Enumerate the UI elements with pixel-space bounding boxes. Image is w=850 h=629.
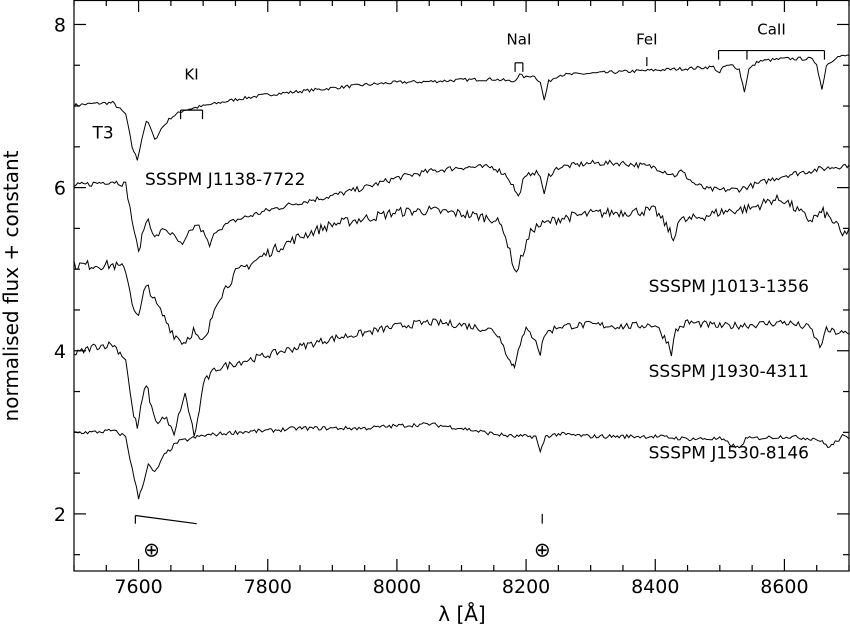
- x-tick-label: 8600: [760, 576, 808, 598]
- line-label: NaI: [507, 30, 532, 48]
- axis-ticks: 7600 7800 8000 8200 8400 8600 2 4 6 8: [54, 0, 850, 598]
- x-tick-label: 8200: [502, 576, 550, 598]
- x-axis-label: λ [Å]: [438, 602, 485, 626]
- spectrum-line: [73, 193, 850, 346]
- y-tick-label: 6: [54, 178, 66, 200]
- y-tick-label: 4: [54, 341, 66, 363]
- x-tick-label: 7800: [244, 576, 292, 598]
- x-tick-label: 8400: [631, 576, 679, 598]
- line-label: CaII: [757, 21, 786, 39]
- telluric-icon: ⊕: [143, 537, 160, 561]
- x-tick-label: 7600: [114, 576, 162, 598]
- series-label: SSSPM J1013-1356: [649, 277, 809, 297]
- y-tick-label: 2: [54, 504, 66, 526]
- x-tick-label: 8000: [373, 576, 421, 598]
- line-label: KI: [184, 65, 198, 83]
- y-tick-label: 8: [54, 14, 66, 36]
- telluric-markers: ⊕ ⊕: [134, 513, 551, 561]
- spectrum-line: [73, 159, 850, 253]
- series-label: SSSPM J1930-4311: [649, 362, 809, 382]
- series-label: T3: [91, 124, 113, 144]
- y-axis-label: normalised flux + constant: [0, 150, 23, 421]
- spectrum-line: [73, 54, 850, 161]
- line-label: FeI: [636, 30, 657, 48]
- series-label: SSSPM J1138-7722: [145, 170, 305, 190]
- spectrum-line: [73, 318, 850, 437]
- line-annotations: KI NaI FeI CaII: [179, 21, 826, 120]
- telluric-icon: ⊕: [534, 537, 551, 561]
- telluric-wedge: [135, 514, 197, 525]
- spectra-lines: T3 SSSPM J1138-7722 SSSPM J1013-1356 SSSPM …: [73, 54, 850, 500]
- spectrum-line: [73, 422, 850, 500]
- series-label: SSSPM J1530-8146: [649, 443, 809, 463]
